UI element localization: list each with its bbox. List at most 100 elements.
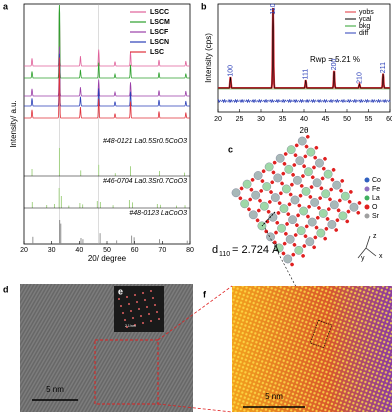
reference-label: #48-0121 La0.5Sr0.5CoO3 <box>103 138 187 145</box>
atom <box>332 180 342 190</box>
diffraction-spot <box>154 304 156 306</box>
legend-dot <box>364 186 370 192</box>
diffraction-spot <box>134 324 136 326</box>
oxygen <box>326 207 331 211</box>
oxygen <box>276 211 281 215</box>
oxygen <box>270 180 275 185</box>
oxygen <box>247 207 251 212</box>
legend-label: LSCF <box>150 29 169 36</box>
axis-arrow <box>365 247 377 257</box>
oxygen <box>323 157 327 161</box>
oxygen <box>258 198 262 203</box>
diffraction-spot <box>142 292 144 294</box>
diffraction-spot <box>138 308 140 310</box>
oxygen <box>280 181 284 186</box>
legend-label: bkg <box>359 23 370 30</box>
legend-dot <box>364 177 370 183</box>
oxygen <box>268 200 272 204</box>
atom <box>268 212 278 222</box>
peak-label: 200 <box>331 58 338 70</box>
atom <box>283 254 293 264</box>
atom <box>310 198 320 207</box>
oxygen <box>294 143 299 148</box>
atom <box>242 179 252 189</box>
oxygen <box>284 231 288 236</box>
axis-name: z <box>373 233 377 240</box>
x-axis-label: 2θ <box>300 126 309 135</box>
atom <box>307 217 317 227</box>
oxygen <box>306 214 310 219</box>
oxygen <box>303 154 308 159</box>
oxygen <box>281 171 286 176</box>
atom <box>349 202 359 212</box>
peak-label: 100 <box>227 65 234 77</box>
difference-trace <box>217 98 391 104</box>
zoom-box <box>94 339 159 405</box>
diffraction-spot <box>144 299 146 301</box>
diffraction-spot <box>140 315 142 317</box>
pattern-trace <box>24 10 190 67</box>
axis-name: x <box>379 253 383 260</box>
lattice <box>231 134 362 267</box>
panel-label: b <box>201 1 207 11</box>
pattern-trace <box>24 46 190 97</box>
oxygen <box>272 160 277 165</box>
oxygen <box>257 208 261 213</box>
oxygen <box>299 184 304 188</box>
oxygen <box>312 245 316 250</box>
diffraction-spot <box>118 298 120 300</box>
atom <box>304 167 313 177</box>
oxygen <box>304 144 309 149</box>
oxygen <box>329 187 333 192</box>
oxygen <box>271 170 276 175</box>
legend-label: ycal <box>359 16 372 23</box>
oxygen <box>308 195 313 199</box>
oxygen <box>296 213 300 218</box>
oxygen <box>345 219 350 224</box>
x-tick-label: 50 <box>343 116 351 123</box>
oxygen <box>249 187 254 192</box>
oxygen <box>282 162 287 166</box>
oxygen <box>319 186 324 191</box>
scale-label: 5 nm <box>46 385 64 394</box>
atom <box>327 220 337 229</box>
oxygen <box>281 251 286 256</box>
atom <box>297 136 307 146</box>
x-tick-label: 25 <box>236 116 244 123</box>
x-tick-label: 20 <box>20 247 28 254</box>
atom <box>305 237 315 247</box>
pattern-trace <box>24 57 190 119</box>
diffraction-spot <box>134 294 136 296</box>
oxygen <box>287 202 292 207</box>
legend-label: LSC <box>150 49 164 56</box>
x-tick-label: 40 <box>300 116 308 123</box>
oxygen <box>334 228 338 232</box>
oxygen <box>323 236 327 241</box>
oxygen <box>331 168 336 172</box>
legend-label: LSCC <box>150 9 169 16</box>
y-axis-label: Intensity (cps) <box>204 33 213 83</box>
legend-label: Co <box>372 177 381 184</box>
oxygen <box>356 210 361 215</box>
x-tick-label: 50 <box>103 247 111 254</box>
oxygen <box>301 254 305 258</box>
diffraction-spot <box>158 318 160 320</box>
x-tick-label: 45 <box>322 116 330 123</box>
oxygen <box>255 218 260 223</box>
atom <box>296 226 306 236</box>
legend-label: LSCN <box>150 39 169 46</box>
atom <box>277 223 286 233</box>
d-symbol: d <box>212 244 218 256</box>
legend-label: LSCM <box>150 19 170 26</box>
calculated-trace <box>218 7 390 89</box>
atom <box>286 145 296 155</box>
x-tick-label: 30 <box>48 247 56 254</box>
oxygen <box>260 179 265 183</box>
legend-label: Sr <box>372 213 380 220</box>
atom <box>284 164 294 174</box>
oxygen <box>346 209 351 214</box>
atom <box>294 245 304 255</box>
atom <box>338 211 348 221</box>
oxygen <box>307 204 311 209</box>
